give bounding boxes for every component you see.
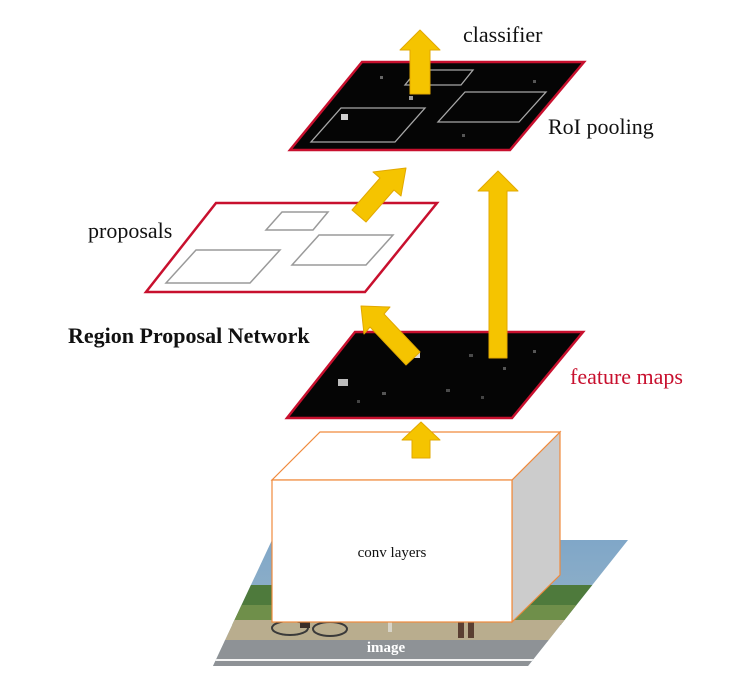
- roi-pooling-plane: [287, 60, 587, 152]
- cube-front-face: [271, 479, 513, 623]
- roi-box: [309, 107, 427, 143]
- arrow-up-icon: [401, 421, 441, 459]
- roi-box: [403, 69, 475, 86]
- proposals-label: proposals: [88, 218, 172, 243]
- classifier-label: classifier: [463, 22, 543, 47]
- conv-layers-block: conv layers: [270, 430, 562, 624]
- proposal-box: [264, 211, 330, 231]
- roi-pooling-label: RoI pooling: [548, 114, 654, 139]
- proposal-box: [164, 249, 282, 284]
- proposals-plane: [143, 201, 440, 294]
- conv-layers-label: conv layers: [358, 545, 427, 561]
- proposal-box: [290, 234, 395, 266]
- feature-maps-plane: [284, 330, 586, 420]
- arrow-diagonal-icon: [360, 305, 421, 366]
- arrow-up-icon: [399, 29, 441, 95]
- arrow-up-icon: [477, 170, 519, 359]
- feature-maps-label: feature maps: [570, 364, 683, 389]
- rpn-label: Region Proposal Network: [68, 323, 310, 348]
- image-label: image: [367, 640, 406, 656]
- arrow-diagonal-icon: [351, 167, 407, 223]
- roi-box: [436, 91, 548, 123]
